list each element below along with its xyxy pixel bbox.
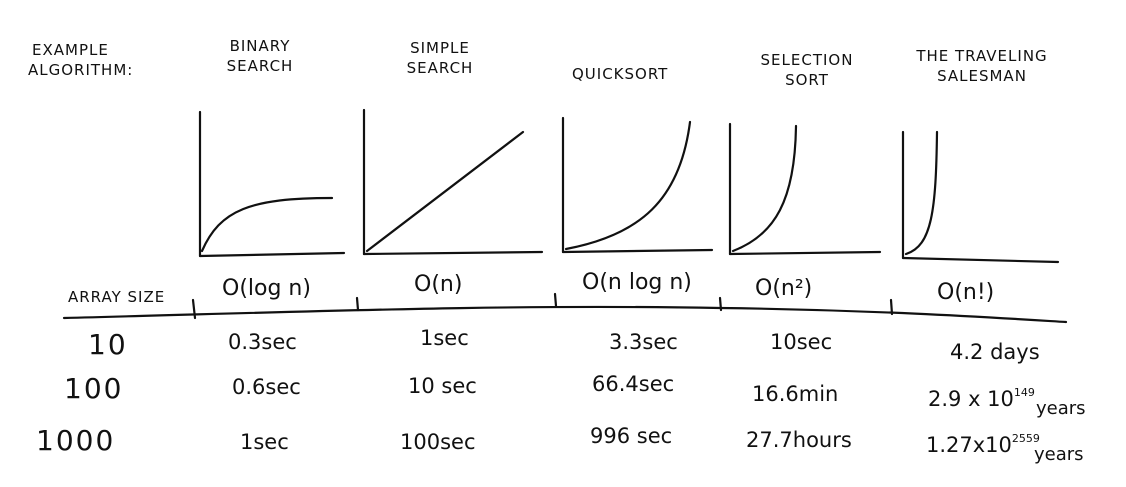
time-tsp-100-unit: years <box>1036 398 1086 419</box>
time-binary-10: 0.3sec <box>228 330 297 354</box>
column-tick-1 <box>191 298 197 320</box>
time-tsp-100-exponent: 149 <box>1013 386 1035 399</box>
header-selection-line1: SELECTION <box>760 51 854 69</box>
graph-n <box>362 108 544 256</box>
header-simple-line1: SIMPLE <box>410 39 470 57</box>
time-tsp-1000-base: 1.27x10 <box>926 433 1012 457</box>
graph-n-factorial-curve <box>904 130 939 256</box>
time-binary-100: 0.6sec <box>232 375 301 399</box>
column-tick-2 <box>355 296 360 312</box>
header-simple-line2: SEARCH <box>406 59 474 77</box>
complexity-log-n: O(log n) <box>222 276 311 301</box>
header-binary-line2: SEARCH <box>226 57 294 75</box>
time-quick-1000: 996 sec <box>590 424 673 448</box>
header-binary-line1: BINARY <box>229 37 291 55</box>
graph-n-log-n <box>561 116 714 254</box>
time-selection-1000: 27.7hours <box>746 428 852 452</box>
time-tsp-1000-exponent: 2559 <box>1011 432 1040 445</box>
time-tsp-10: 4.2 days <box>950 340 1040 364</box>
array-size-10: 10 <box>88 328 128 361</box>
algorithm-header-selection-sort: SELECTION SORT <box>748 50 866 90</box>
time-tsp-1000: 1.27x102559 <box>926 432 1040 457</box>
time-tsp-1000-unit: years <box>1034 444 1084 465</box>
algorithm-header-quicksort: QUICKSORT <box>572 64 668 84</box>
header-tsp-line2: SALESMAN <box>937 67 1027 85</box>
time-binary-1000: 1sec <box>240 430 289 454</box>
graph-n-log-n-x-axis <box>561 248 714 254</box>
graph-n-factorial-x-axis <box>901 256 1060 264</box>
complexity-n-squared: O(n²) <box>755 276 813 301</box>
array-size-1000: 1000 <box>36 424 116 457</box>
graph-log-n-x-axis <box>198 251 346 258</box>
graph-n-x-axis <box>362 250 544 256</box>
row-label-example-algorithm: EXAMPLE ALGORITHM: <box>28 40 133 80</box>
graph-n-squared <box>728 122 882 256</box>
complexity-n-log-n: O(n log n) <box>582 270 692 295</box>
time-quick-10: 3.3sec <box>609 330 678 354</box>
row-label-line1: EXAMPLE <box>32 41 109 59</box>
complexity-n: O(n) <box>414 272 463 297</box>
graph-n-log-n-curve <box>564 120 692 251</box>
header-quicksort-line1: QUICKSORT <box>572 65 669 83</box>
graph-n-squared-x-axis <box>728 250 882 256</box>
time-simple-10: 1sec <box>420 326 469 350</box>
time-selection-100: 16.6min <box>752 382 839 406</box>
row-label-line2: ALGORITHM: <box>28 61 134 79</box>
column-tick-5 <box>889 298 894 316</box>
graph-n-curve <box>365 130 525 253</box>
algorithm-header-simple-search: SIMPLE SEARCH <box>395 38 485 78</box>
graph-n-factorial <box>901 130 1060 264</box>
time-quick-100: 66.4sec <box>592 372 675 396</box>
graph-log-n-curve <box>200 196 334 253</box>
row-separator-line <box>62 305 1068 324</box>
column-tick-4 <box>718 296 723 312</box>
header-tsp-line1: THE TRAVELING <box>916 47 1048 65</box>
time-tsp-100: 2.9 x 10149 <box>928 386 1035 411</box>
array-size-label: ARRAY SIZE <box>68 288 166 306</box>
algorithm-header-traveling-salesman: THE TRAVELING SALESMAN <box>902 46 1062 86</box>
header-selection-line2: SORT <box>785 71 829 89</box>
time-simple-100: 10 sec <box>408 374 477 398</box>
time-tsp-100-base: 2.9 x 10 <box>928 387 1014 411</box>
time-simple-1000: 100sec <box>400 430 476 454</box>
complexity-n-factorial: O(n!) <box>937 280 995 305</box>
time-selection-10: 10sec <box>770 330 833 354</box>
graph-n-squared-curve <box>731 124 798 253</box>
graph-log-n <box>198 110 346 258</box>
column-tick-3 <box>553 292 558 308</box>
array-size-100: 100 <box>64 372 124 405</box>
algorithm-header-binary-search: BINARY SEARCH <box>220 36 300 76</box>
